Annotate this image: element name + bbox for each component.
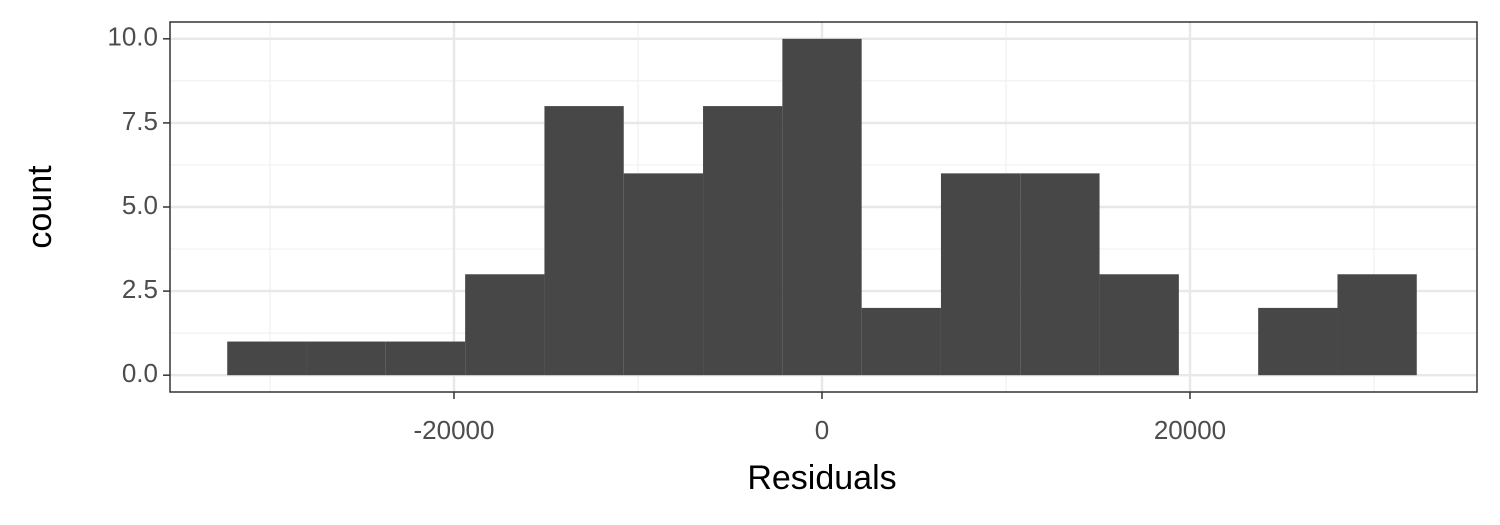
- bar: [1337, 274, 1417, 376]
- bar: [1258, 307, 1338, 376]
- y-tick-label: 7.5: [122, 106, 158, 136]
- bar: [544, 106, 624, 376]
- bar: [623, 173, 704, 376]
- bar: [306, 341, 386, 376]
- x-axis-title: Residuals: [747, 459, 896, 497]
- y-axis-title: count: [21, 165, 59, 249]
- bar: [1020, 173, 1100, 376]
- y-tick-label: 0.0: [122, 358, 158, 388]
- bar: [703, 106, 783, 376]
- x-tick-label: 0: [815, 415, 829, 445]
- y-tick-label: 10.0: [107, 22, 158, 52]
- bar: [465, 274, 545, 376]
- x-tick-label: 20000: [1154, 415, 1226, 445]
- y-tick-label: 5.0: [122, 190, 158, 220]
- x-tick-label: -20000: [414, 415, 495, 445]
- bar: [227, 341, 307, 376]
- bar: [861, 307, 941, 376]
- bar: [385, 341, 466, 376]
- bar: [1099, 274, 1179, 376]
- y-tick-label: 2.5: [122, 274, 158, 304]
- bar: [940, 173, 1021, 376]
- bars: [227, 38, 1417, 376]
- bar: [782, 38, 862, 376]
